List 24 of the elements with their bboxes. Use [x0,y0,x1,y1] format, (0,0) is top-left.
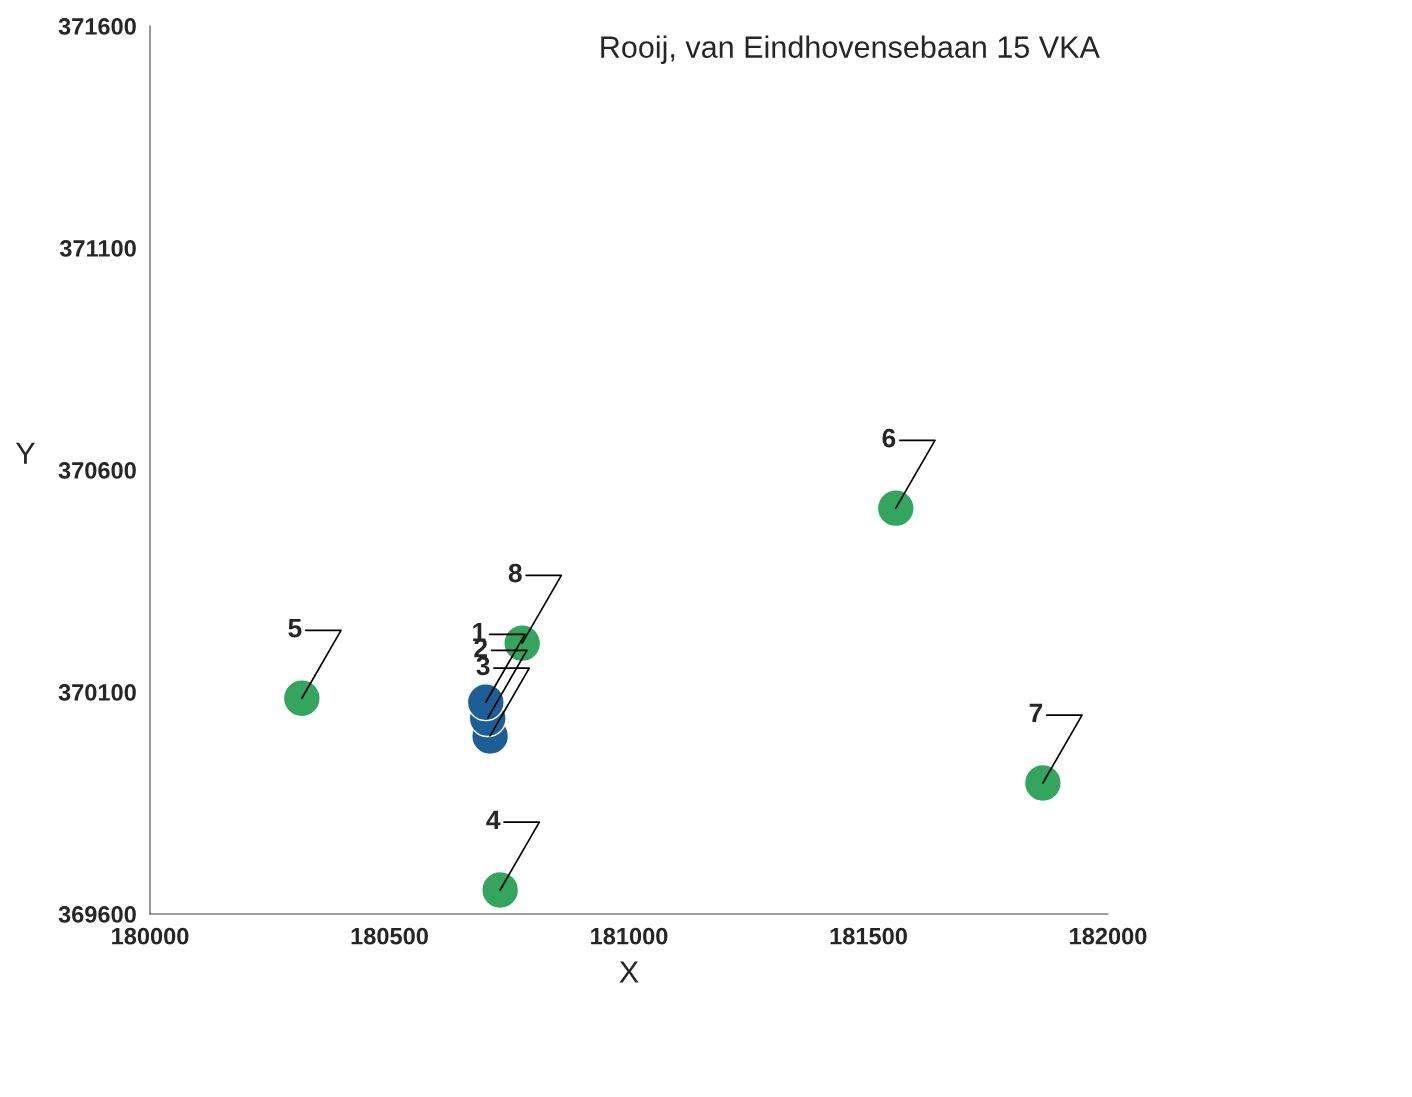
annotation: 3 [476,656,490,676]
x-tick-label: 180500 [351,927,428,945]
annotation: 8 [508,563,522,583]
x-tick-label: 182000 [1070,927,1147,945]
y-tick-label: 370100 [58,684,136,701]
point [876,489,915,528]
annotation: 5 [288,619,302,638]
chart-title: Rooij, van Eindhovensebaan 15 VKA [601,35,1100,64]
annotation: 4 [486,810,501,829]
point [481,870,520,910]
y-tick-label: 371600 [58,18,136,35]
annotation: 6 [882,428,896,448]
point [282,679,321,718]
x-axis-title: X [619,961,639,983]
point [1023,763,1062,803]
y-tick-label: 369600 [58,906,136,923]
y-tick-label: 371100 [59,240,136,257]
x-tick-label: 181000 [591,927,668,945]
annotation: 7 [1029,703,1043,722]
y-tick-label: 370600 [58,462,136,479]
point [466,683,505,722]
x-tick-label: 181500 [830,927,907,945]
y-axis-title: Y [15,442,35,464]
x-tick-label: 180000 [112,927,189,945]
